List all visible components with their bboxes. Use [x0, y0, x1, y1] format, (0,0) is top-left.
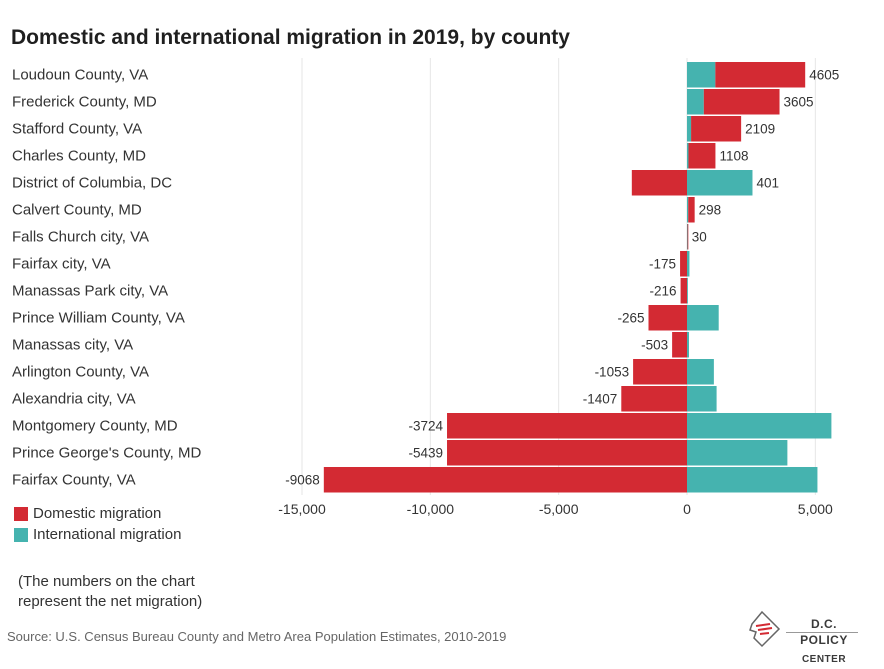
legend-item-international: International migration: [14, 524, 181, 545]
international-bar: [687, 89, 704, 115]
x-tick-label: 0: [683, 501, 691, 517]
net-migration-label: 401: [756, 176, 779, 191]
source-text: Source: U.S. Census Bureau County and Me…: [7, 629, 507, 644]
logo-divider: [786, 632, 858, 633]
net-migration-label: -265: [617, 311, 644, 326]
dc-map-icon: [749, 610, 781, 648]
domestic-bar: [691, 116, 742, 142]
net-migration-label: 298: [699, 203, 722, 218]
domestic-bar: [648, 305, 687, 331]
net-migration-label: -1407: [583, 392, 618, 407]
international-bar: [687, 278, 688, 304]
category-label: Fairfax County, VA: [12, 472, 136, 489]
net-migration-label: -1053: [595, 365, 630, 380]
international-bar: [687, 332, 689, 358]
international-bar: [687, 386, 717, 412]
category-label: Montgomery County, MD: [12, 418, 178, 435]
net-migration-label: 1108: [719, 149, 748, 164]
international-bar: [687, 413, 832, 439]
dc-policy-center-logo: D.C. POLICY CENTER: [742, 610, 862, 665]
domestic-bar: [672, 332, 687, 358]
net-migration-label: -216: [650, 284, 677, 299]
domestic-bar: [447, 413, 687, 439]
domestic-bar: [680, 278, 687, 304]
logo-text: D.C. POLICY CENTER: [786, 616, 862, 668]
domestic-bar: [703, 89, 780, 115]
net-migration-label: 3605: [784, 95, 814, 110]
legend-label-international: International migration: [33, 526, 182, 543]
net-migration-label: -175: [649, 257, 676, 272]
legend-swatch-domestic: [14, 506, 28, 521]
net-migration-label: 2109: [745, 122, 775, 137]
international-bar: [687, 305, 719, 331]
international-bar: [687, 251, 690, 277]
logo-line-1: D.C. POLICY: [800, 617, 848, 647]
category-label: Arlington County, VA: [12, 364, 149, 381]
category-label: Calvert County, MD: [12, 202, 142, 219]
domestic-bar: [631, 170, 687, 196]
domestic-bar: [687, 224, 689, 250]
chart-note: (The numbers on the chart represent the …: [18, 573, 203, 610]
net-migration-label: 4605: [809, 68, 839, 83]
legend-item-domestic: Domestic migration: [14, 503, 181, 524]
x-tick-label: 5,000: [798, 501, 833, 517]
net-migration-label: -5439: [408, 446, 443, 461]
domestic-bar: [688, 197, 695, 223]
net-migration-label: -9068: [285, 473, 320, 488]
category-label: Loudoun County, VA: [12, 67, 148, 84]
category-label: District of Columbia, DC: [12, 175, 172, 192]
net-migration-label: 30: [692, 230, 707, 245]
category-label: Manassas city, VA: [12, 337, 133, 354]
x-tick-label: -15,000: [278, 501, 326, 517]
domestic-bar: [621, 386, 687, 412]
category-label: Alexandria city, VA: [12, 391, 136, 408]
chart-title: Domestic and international migration in …: [11, 26, 570, 49]
international-bar: [687, 197, 689, 223]
logo-line-2: CENTER: [801, 654, 847, 665]
net-migration-label: -503: [641, 338, 668, 353]
international-bar: [687, 116, 692, 142]
international-bar: [687, 359, 714, 385]
category-label: Charles County, MD: [12, 148, 146, 165]
domestic-bar: [633, 359, 687, 385]
international-bar: [687, 440, 788, 466]
category-label: Prince George's County, MD: [12, 445, 201, 462]
domestic-bar: [447, 440, 687, 466]
domestic-bar: [715, 62, 806, 88]
x-tick-label: -5,000: [539, 501, 579, 517]
international-bar: [687, 467, 818, 493]
domestic-bar: [680, 251, 687, 277]
international-bar: [687, 143, 689, 169]
category-label: Falls Church city, VA: [12, 229, 149, 246]
legend: Domestic migration International migrati…: [14, 503, 181, 545]
category-label: Manassas Park city, VA: [12, 283, 168, 300]
category-label: Fairfax city, VA: [12, 256, 111, 273]
net-migration-label: -3724: [408, 419, 443, 434]
legend-swatch-international: [14, 527, 28, 542]
category-label: Frederick County, MD: [12, 94, 157, 111]
x-tick-label: -10,000: [407, 501, 455, 517]
international-bar: [687, 62, 716, 88]
international-bar: [687, 224, 688, 250]
domestic-bar: [323, 467, 687, 493]
legend-label-domestic: Domestic migration: [33, 505, 162, 522]
category-label: Prince William County, VA: [12, 310, 185, 327]
domestic-bar: [688, 143, 716, 169]
category-label: Stafford County, VA: [12, 121, 142, 138]
international-bar: [687, 170, 753, 196]
